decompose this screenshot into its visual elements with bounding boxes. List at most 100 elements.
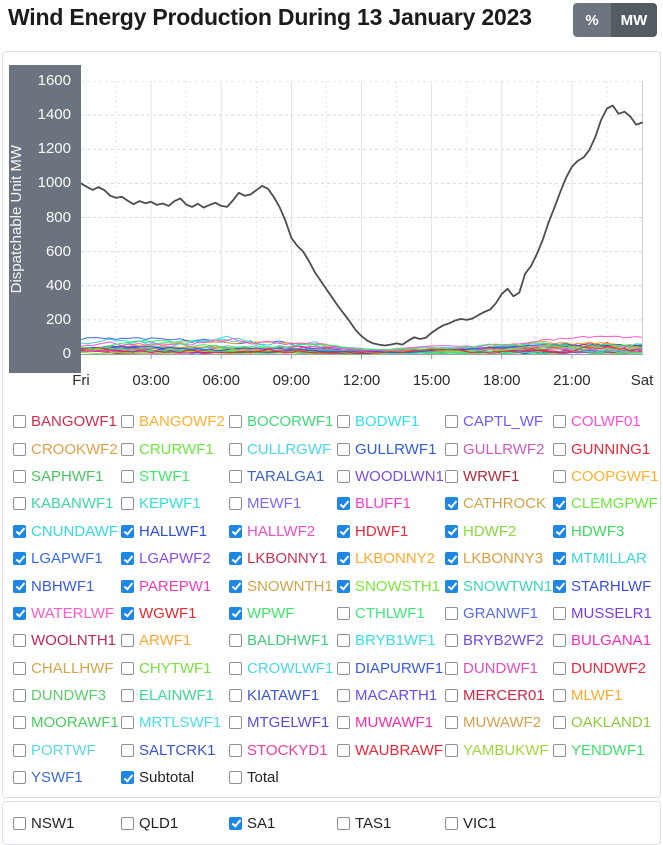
unit-checkbox-item[interactable]: CAPTL_WF [445,414,553,429]
unit-checkbox-item[interactable]: LKBONNY1 [229,551,337,566]
checked-checkbox[interactable] [445,552,458,566]
aggregate-checkbox-item[interactable]: Subtotal [121,770,229,785]
unit-checkbox-item[interactable]: YSWF1 [13,770,121,785]
unit-checkbox-item[interactable]: STOCKYD1 [229,743,337,758]
unit-checkbox-item[interactable]: MUWAWF1 [337,715,445,730]
aggregate-checkbox-item[interactable]: Total [229,770,337,785]
unit-checkbox-item[interactable]: ARWF1 [121,633,229,648]
unchecked-checkbox[interactable] [13,771,26,785]
unit-checkbox-item[interactable]: MTMILLAR [553,551,661,566]
unchecked-checkbox[interactable] [13,634,26,648]
unchecked-checkbox[interactable] [13,442,26,456]
unchecked-checkbox[interactable] [229,634,242,648]
unit-checkbox-item[interactable]: MUWAWF2 [445,715,553,730]
unit-checkbox-item[interactable]: CHALLHWF [13,661,121,676]
unit-checkbox-item[interactable]: PAREPW1 [121,579,229,594]
checked-checkbox[interactable] [229,606,242,620]
checked-checkbox[interactable] [445,524,458,538]
unit-checkbox-item[interactable]: SAPHWF1 [13,469,121,484]
unchecked-checkbox[interactable] [337,606,350,620]
unit-checkbox-item[interactable]: WAUBRAWF [337,743,445,758]
region-checkbox-item[interactable]: NSW1 [13,816,121,831]
unchecked-checkbox[interactable] [13,689,26,703]
unit-checkbox-item[interactable]: MTGELWF1 [229,715,337,730]
checked-checkbox[interactable] [13,579,26,593]
checked-checkbox[interactable] [121,771,134,785]
mw-button[interactable]: MW [611,3,657,37]
unit-checkbox-item[interactable]: WRWF1 [445,469,553,484]
unchecked-checkbox[interactable] [553,606,566,620]
unit-checkbox-item[interactable]: MOORAWF1 [13,715,121,730]
unit-checkbox-item[interactable]: BLUFF1 [337,496,445,511]
checked-checkbox[interactable] [553,524,566,538]
checked-checkbox[interactable] [229,816,242,830]
unchecked-checkbox[interactable] [229,743,242,757]
checked-checkbox[interactable] [337,552,350,566]
checked-checkbox[interactable] [121,579,134,593]
unit-checkbox-item[interactable]: BANGOWF2 [121,414,229,429]
unit-checkbox-item[interactable]: KABANWF1 [13,496,121,511]
unit-checkbox-item[interactable]: SNOWNTH1 [229,579,337,594]
unit-checkbox-item[interactable]: ELAINWF1 [121,688,229,703]
unit-checkbox-item[interactable]: YENDWF1 [553,743,661,758]
unit-checkbox-item[interactable]: WOODLWN1 [337,469,445,484]
unchecked-checkbox[interactable] [445,743,458,757]
unit-checkbox-item[interactable]: COLWF01 [553,414,661,429]
unchecked-checkbox[interactable] [229,442,242,456]
unit-checkbox-item[interactable]: LGAPWF1 [13,551,121,566]
unit-checkbox-item[interactable]: KEPWF1 [121,496,229,511]
checked-checkbox[interactable] [229,579,242,593]
unchecked-checkbox[interactable] [229,469,242,483]
unit-checkbox-item[interactable]: DUNDWF2 [553,661,661,676]
unchecked-checkbox[interactable] [229,497,242,511]
unit-checkbox-item[interactable]: BODWF1 [337,414,445,429]
unit-checkbox-item[interactable]: LKBONNY3 [445,551,553,566]
checked-checkbox[interactable] [337,524,350,538]
unchecked-checkbox[interactable] [13,469,26,483]
unchecked-checkbox[interactable] [121,497,134,511]
unchecked-checkbox[interactable] [13,816,26,830]
unit-checkbox-item[interactable]: DIAPURWF1 [337,661,445,676]
unit-checkbox-item[interactable]: HALLWF1 [121,524,229,539]
unit-checkbox-item[interactable]: STWF1 [121,469,229,484]
unchecked-checkbox[interactable] [337,716,350,730]
unchecked-checkbox[interactable] [121,469,134,483]
region-checkbox-item[interactable]: TAS1 [337,816,445,831]
unit-checkbox-item[interactable]: CLEMGPWF [553,496,661,511]
checked-checkbox[interactable] [445,497,458,511]
region-checkbox-item[interactable]: QLD1 [121,816,229,831]
unit-checkbox-item[interactable]: KIATAWF1 [229,688,337,703]
unchecked-checkbox[interactable] [229,661,242,675]
unit-checkbox-item[interactable]: MLWF1 [553,688,661,703]
unchecked-checkbox[interactable] [553,661,566,675]
unchecked-checkbox[interactable] [553,743,566,757]
unchecked-checkbox[interactable] [229,689,242,703]
unchecked-checkbox[interactable] [13,415,26,429]
unit-checkbox-item[interactable]: HDWF3 [553,524,661,539]
unit-checkbox-item[interactable]: WPWF [229,606,337,621]
unit-checkbox-item[interactable]: GRANWF1 [445,606,553,621]
unit-checkbox-item[interactable]: NBHWF1 [13,579,121,594]
unchecked-checkbox[interactable] [337,689,350,703]
unchecked-checkbox[interactable] [13,743,26,757]
unit-checkbox-item[interactable]: OAKLAND1 [553,715,661,730]
checked-checkbox[interactable] [13,606,26,620]
unchecked-checkbox[interactable] [553,442,566,456]
unit-checkbox-item[interactable]: GUNNING1 [553,442,661,457]
unit-checkbox-item[interactable]: MACARTH1 [337,688,445,703]
unit-checkbox-item[interactable]: CROOKWF2 [13,442,121,457]
unit-checkbox-item[interactable]: GULLRWF1 [337,442,445,457]
unit-checkbox-item[interactable]: DUNDWF1 [445,661,553,676]
unchecked-checkbox[interactable] [13,716,26,730]
checked-checkbox[interactable] [13,524,26,538]
unit-checkbox-item[interactable]: BOCORWF1 [229,414,337,429]
unchecked-checkbox[interactable] [337,634,350,648]
unchecked-checkbox[interactable] [553,689,566,703]
unit-checkbox-item[interactable]: YAMBUKWF [445,743,553,758]
unit-checkbox-item[interactable]: CTHLWF1 [337,606,445,621]
unchecked-checkbox[interactable] [337,469,350,483]
unchecked-checkbox[interactable] [445,606,458,620]
checked-checkbox[interactable] [229,552,242,566]
unit-checkbox-item[interactable]: GULLRWF2 [445,442,553,457]
checked-checkbox[interactable] [553,497,566,511]
